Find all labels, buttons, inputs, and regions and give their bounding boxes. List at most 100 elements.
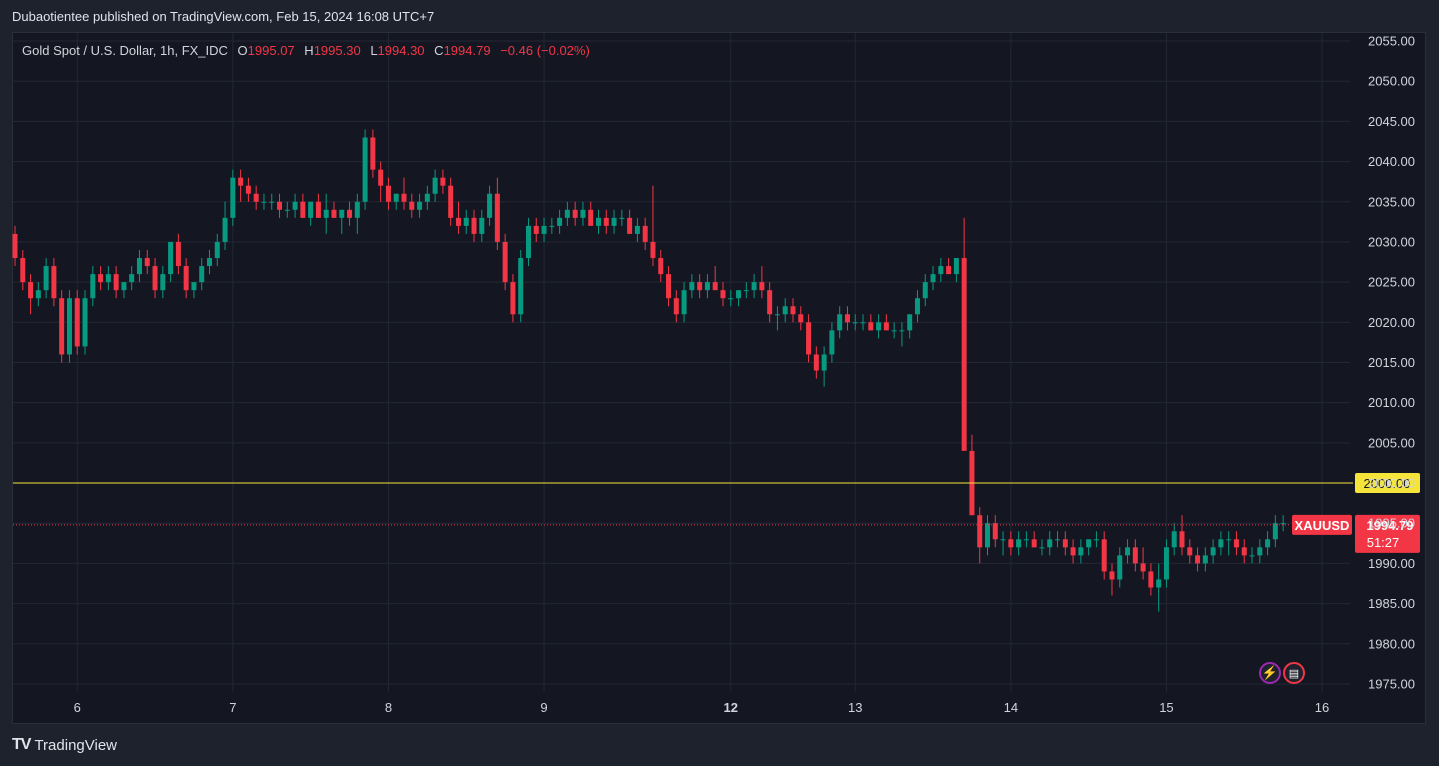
candle-body [494,193,500,242]
candle-body [596,217,601,226]
candle-body [105,274,111,283]
candle-body [588,209,594,226]
candle-body [1109,571,1115,580]
candle-body [813,354,819,371]
candle-body [736,290,742,299]
candle-body [479,217,485,234]
candle-body [782,306,788,315]
candle-body [1195,555,1201,564]
candle-body [876,322,882,331]
candle-body [1272,523,1278,540]
y-tick-label: 1975.00 [1368,676,1415,691]
symbol-badge [1292,514,1352,535]
candle-body [463,217,469,226]
candle-body [1280,523,1286,525]
candle-body [806,322,812,355]
candle-body [424,193,430,202]
candle-body [1117,555,1123,580]
y-tick-label: 2010.00 [1368,395,1415,410]
y-tick-label: 2035.00 [1368,194,1415,209]
candle-body [12,233,18,259]
candle-body [829,330,835,355]
last-price-badge [1355,514,1420,553]
candle-body [549,225,555,227]
candle-body [985,523,990,548]
us-flag-icon[interactable]: ▤ [1283,662,1305,684]
last-price-label: 1994.79 [1367,518,1414,533]
candle-body [238,177,244,186]
candle-body [1047,539,1053,548]
candle-body [1093,539,1099,541]
candle-body [953,258,959,275]
candle-body [1132,547,1138,564]
candle-body [922,282,928,299]
candle-body [1062,539,1068,548]
candle-body [152,266,158,291]
candle-body [1163,547,1169,580]
high-value: 1995.30 [313,43,361,58]
time-axis: 6 7 8 9 12 13 14 15 16 [74,700,1330,715]
candle-body [1078,547,1084,556]
chart-badges: ⚡ ▤ [1259,662,1305,684]
candle-body [627,217,633,234]
candle-body [1086,539,1092,548]
x-tick-label: 14 [1004,700,1018,715]
high-label: H [304,43,314,58]
level-price-label: 2000.00 [1364,476,1411,491]
candle-body [292,201,298,210]
candle-body [35,290,41,299]
candle-body [1202,555,1208,564]
y-tick-label: 1995.00 [1368,516,1415,531]
candle-body [603,217,609,226]
candle-body [284,209,290,211]
candle-body [1210,547,1216,556]
candle-body [611,217,617,226]
candle-body [938,266,944,275]
x-tick-label: 7 [229,700,236,715]
candle-body [362,137,368,202]
candle-body [502,241,508,283]
candle-body [98,274,104,283]
candle-body [409,201,415,210]
candle-body [821,354,827,371]
candle-body [844,314,850,323]
candle-body [961,258,967,451]
change-value: −0.46 (−0.02%) [500,43,590,58]
chart-frame[interactable] [12,32,1426,724]
y-tick-label: 2015.00 [1368,355,1415,370]
y-tick-label: 2000.00 [1368,476,1415,491]
candle-body [136,258,142,275]
candle-body [767,290,773,315]
candle-body [650,241,656,259]
y-tick-label: 2020.00 [1368,315,1415,330]
candle-body [1101,539,1107,572]
candle-body [1008,539,1014,548]
candle-body [183,266,189,291]
candle-body [720,290,726,299]
symbol-badge-label: XAUUSD [1295,518,1350,533]
x-tick-label: 12 [724,700,738,715]
candle-body [798,314,804,323]
candle-body [113,274,119,291]
grid-lines [13,33,1350,692]
candle-body [199,266,205,283]
y-tick-label: 2030.00 [1368,234,1415,249]
candle-body [1055,539,1061,541]
close-label: C [434,43,444,58]
candle-body [230,177,236,218]
candle-body [354,201,360,218]
y-tick-label: 2050.00 [1368,74,1415,89]
candle-body [59,298,65,355]
y-tick-label: 2005.00 [1368,435,1415,450]
candles [12,129,1286,612]
candle-body [222,217,228,242]
lightning-icon[interactable]: ⚡ [1259,662,1281,684]
candle-body [891,330,897,332]
candle-body [339,209,345,218]
candle-body [129,274,135,283]
candle-body [837,314,843,331]
candle-body [440,177,446,186]
candle-body [525,225,531,259]
candle-body [681,290,687,315]
